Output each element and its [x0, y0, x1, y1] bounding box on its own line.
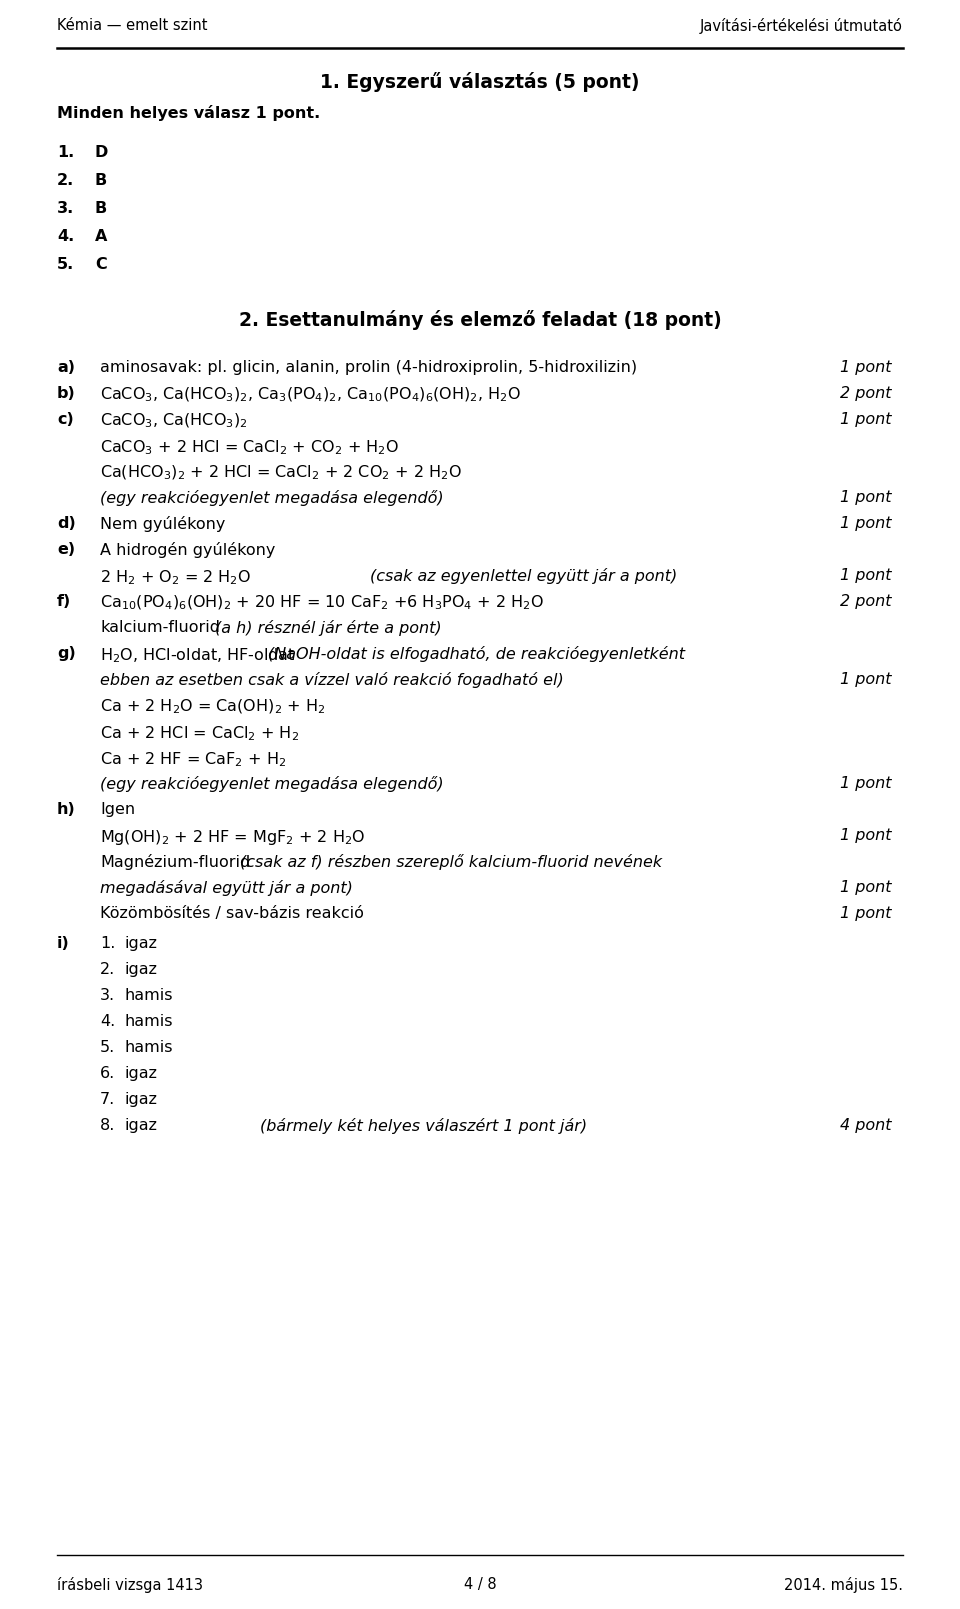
Text: hamis: hamis	[125, 988, 174, 1002]
Text: CaCO$_3$ + 2 HCl = CaCl$_2$ + CO$_2$ + H$_2$O: CaCO$_3$ + 2 HCl = CaCl$_2$ + CO$_2$ + H…	[100, 438, 399, 457]
Text: 5.: 5.	[100, 1039, 115, 1056]
Text: CaCO$_3$, Ca(HCO$_3$)$_2$, Ca$_3$(PO$_4$)$_2$, Ca$_{10}$(PO$_4$)$_6$(OH)$_2$, H$: CaCO$_3$, Ca(HCO$_3$)$_2$, Ca$_3$(PO$_4$…	[100, 386, 521, 404]
Text: H$_2$O, HCl-oldat, HF-oldat: H$_2$O, HCl-oldat, HF-oldat	[100, 645, 296, 665]
Text: 3.: 3.	[57, 201, 74, 216]
Text: igaz: igaz	[125, 1118, 158, 1133]
Text: (NaOH-oldat is elfogadható, de reakcióegyenletként: (NaOH-oldat is elfogadható, de reakcióeg…	[268, 645, 685, 661]
Text: igaz: igaz	[125, 1067, 158, 1081]
Text: 3.: 3.	[100, 988, 115, 1002]
Text: Mg(OH)$_2$ + 2 HF = MgF$_2$ + 2 H$_2$O: Mg(OH)$_2$ + 2 HF = MgF$_2$ + 2 H$_2$O	[100, 829, 366, 846]
Text: C: C	[95, 257, 107, 272]
Text: írásbeli vizsga 1413: írásbeli vizsga 1413	[57, 1577, 203, 1593]
Text: 2 H$_2$ + O$_2$ = 2 H$_2$O: 2 H$_2$ + O$_2$ = 2 H$_2$O	[100, 568, 252, 587]
Text: Ca + 2 HCl = CaCl$_2$ + H$_2$: Ca + 2 HCl = CaCl$_2$ + H$_2$	[100, 724, 300, 743]
Text: hamis: hamis	[125, 1039, 174, 1056]
Text: 4.: 4.	[57, 228, 74, 245]
Text: 2.: 2.	[100, 962, 115, 977]
Text: A hidrogén gyúlékony: A hidrogén gyúlékony	[100, 542, 276, 558]
Text: megadásával együtt jár a pont): megadásával együtt jár a pont)	[100, 880, 353, 896]
Text: Ca + 2 H$_2$O = Ca(OH)$_2$ + H$_2$: Ca + 2 H$_2$O = Ca(OH)$_2$ + H$_2$	[100, 698, 325, 716]
Text: 1 pont: 1 pont	[840, 880, 892, 895]
Text: 1 pont: 1 pont	[840, 776, 892, 792]
Text: 1 pont: 1 pont	[840, 906, 892, 920]
Text: kalcium-fluorid: kalcium-fluorid	[100, 619, 220, 636]
Text: D: D	[95, 145, 108, 159]
Text: Ca + 2 HF = CaF$_2$ + H$_2$: Ca + 2 HF = CaF$_2$ + H$_2$	[100, 750, 286, 769]
Text: 1 pont: 1 pont	[840, 516, 892, 531]
Text: 1 pont: 1 pont	[840, 412, 892, 426]
Text: 8.: 8.	[100, 1118, 115, 1133]
Text: 1 pont: 1 pont	[840, 568, 892, 582]
Text: Ca(HCO$_3$)$_2$ + 2 HCl = CaCl$_2$ + 2 CO$_2$ + 2 H$_2$O: Ca(HCO$_3$)$_2$ + 2 HCl = CaCl$_2$ + 2 C…	[100, 463, 462, 483]
Text: 2.: 2.	[57, 174, 74, 188]
Text: Magnézium-fluorid: Magnézium-fluorid	[100, 854, 251, 870]
Text: B: B	[95, 201, 108, 216]
Text: 1.: 1.	[57, 145, 74, 159]
Text: i): i)	[57, 936, 70, 951]
Text: 6.: 6.	[100, 1067, 115, 1081]
Text: Minden helyes válasz 1 pont.: Minden helyes válasz 1 pont.	[57, 105, 321, 121]
Text: B: B	[95, 174, 108, 188]
Text: (egy reakcióegyenlet megadása elegendő): (egy reakcióegyenlet megadása elegendő)	[100, 776, 444, 792]
Text: Javítási-értékelési útmutató: Javítási-értékelési útmutató	[700, 18, 903, 34]
Text: 4 pont: 4 pont	[840, 1118, 892, 1133]
Text: (csak az f) részben szereplő kalcium-fluorid nevének: (csak az f) részben szereplő kalcium-flu…	[240, 854, 662, 870]
Text: 7.: 7.	[100, 1093, 115, 1107]
Text: 1. Egyszerű választás (5 pont): 1. Egyszerű választás (5 pont)	[321, 72, 639, 92]
Text: c): c)	[57, 412, 74, 426]
Text: 1 pont: 1 pont	[840, 491, 892, 505]
Text: igaz: igaz	[125, 936, 158, 951]
Text: A: A	[95, 228, 108, 245]
Text: 5.: 5.	[57, 257, 74, 272]
Text: ebben az esetben csak a vízzel való reakció fogadható el): ebben az esetben csak a vízzel való reak…	[100, 673, 564, 689]
Text: d): d)	[57, 516, 76, 531]
Text: 1 pont: 1 pont	[840, 360, 892, 375]
Text: Ca$_{10}$(PO$_4$)$_6$(OH)$_2$ + 20 HF = 10 CaF$_2$ +6 H$_3$PO$_4$ + 2 H$_2$O: Ca$_{10}$(PO$_4$)$_6$(OH)$_2$ + 20 HF = …	[100, 594, 543, 613]
Text: 1 pont: 1 pont	[840, 673, 892, 687]
Text: (a h) résznél jár érte a pont): (a h) résznél jár érte a pont)	[215, 619, 442, 636]
Text: 4 / 8: 4 / 8	[464, 1577, 496, 1591]
Text: igaz: igaz	[125, 962, 158, 977]
Text: e): e)	[57, 542, 75, 557]
Text: hamis: hamis	[125, 1014, 174, 1030]
Text: h): h)	[57, 801, 76, 817]
Text: CaCO$_3$, Ca(HCO$_3$)$_2$: CaCO$_3$, Ca(HCO$_3$)$_2$	[100, 412, 248, 430]
Text: igaz: igaz	[125, 1093, 158, 1107]
Text: (bármely két helyes válaszért 1 pont jár): (bármely két helyes válaszért 1 pont jár…	[260, 1118, 588, 1134]
Text: 1 pont: 1 pont	[840, 829, 892, 843]
Text: 2 pont: 2 pont	[840, 386, 892, 401]
Text: 4.: 4.	[100, 1014, 115, 1030]
Text: 2014. május 15.: 2014. május 15.	[784, 1577, 903, 1593]
Text: (egy reakcióegyenlet megadása elegendő): (egy reakcióegyenlet megadása elegendő)	[100, 491, 444, 505]
Text: 1.: 1.	[100, 936, 115, 951]
Text: a): a)	[57, 360, 75, 375]
Text: g): g)	[57, 645, 76, 661]
Text: aminosavak: pl. glicin, alanin, prolin (4-hidroxiprolin, 5-hidroxilizin): aminosavak: pl. glicin, alanin, prolin (…	[100, 360, 637, 375]
Text: (csak az egyenlettel együtt jár a pont): (csak az egyenlettel együtt jár a pont)	[370, 568, 677, 584]
Text: Kémia — emelt szint: Kémia — emelt szint	[57, 18, 207, 34]
Text: b): b)	[57, 386, 76, 401]
Text: Nem gyúlékony: Nem gyúlékony	[100, 516, 226, 533]
Text: f): f)	[57, 594, 71, 608]
Text: 2 pont: 2 pont	[840, 594, 892, 608]
Text: 2. Esettanulmány és elemző feladat (18 pont): 2. Esettanulmány és elemző feladat (18 p…	[239, 311, 721, 330]
Text: Közömbösítés / sav-bázis reakció: Közömbösítés / sav-bázis reakció	[100, 906, 364, 920]
Text: Igen: Igen	[100, 801, 135, 817]
